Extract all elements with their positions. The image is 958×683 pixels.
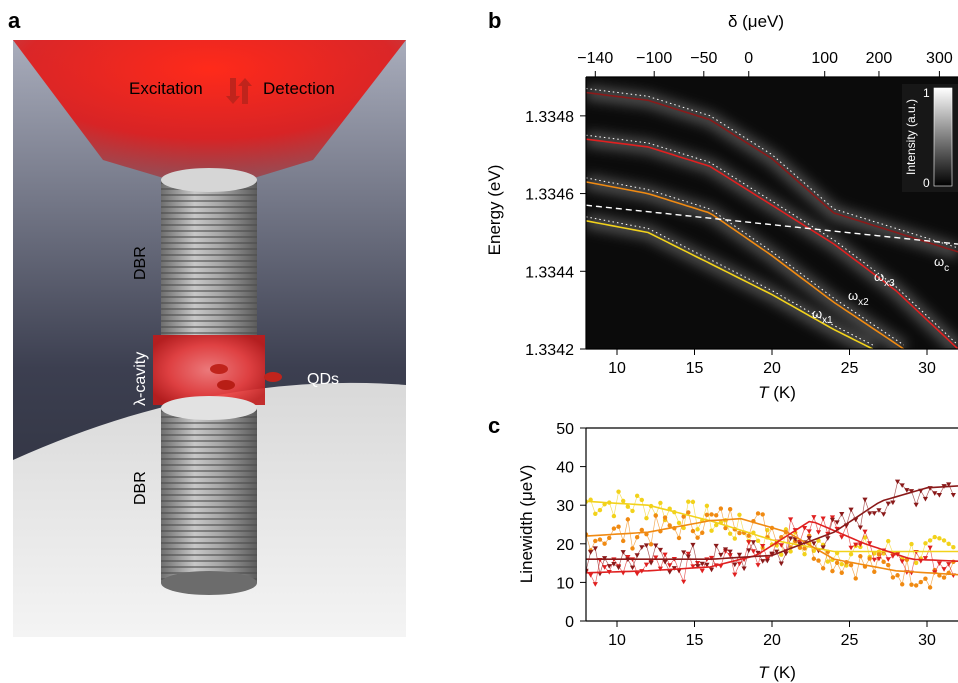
micropillar-schematic: Excitation Detection DBR λ-cavity QDs DB… (13, 40, 406, 637)
data-connector-line (586, 507, 954, 589)
colorbar-inset: Intensity (a.u.) 1 0 (902, 84, 958, 192)
mode-label-wx3: ωx3 (874, 269, 895, 289)
linewidth-fit-line (586, 520, 958, 574)
panel-b-top-ticks: −140 −100 −50 0 100 200 300 (577, 50, 953, 77)
panel-c-x-ticks: 10 15 20 25 30 (608, 621, 936, 649)
x-tick-label: 20 (763, 632, 781, 649)
top-tick-label: −100 (636, 50, 672, 67)
y-tick-label: 1.3342 (525, 342, 574, 359)
panel-b-y-ticks: 1.3348 1.3346 1.3344 1.3342 (525, 109, 586, 359)
mode-label-wx2: ωx2 (848, 288, 869, 308)
panel-b-x-axis-title: T (K) (758, 383, 796, 402)
top-tick-label: 100 (811, 50, 838, 67)
y-tick-label: 1.3348 (525, 109, 574, 126)
polariton-branch-line (586, 181, 905, 349)
polariton-branch-line (586, 138, 958, 349)
excitation-detection-arrows-icon (226, 78, 252, 104)
micropillar-illustration: Excitation Detection DBR λ-cavity QDs DB… (13, 40, 406, 637)
mode-label-wc: ωc (934, 254, 949, 274)
cavity-label: λ-cavity (132, 352, 149, 406)
detuning-axis-title: δ (μeV) (728, 12, 784, 31)
linewidth-series (586, 479, 958, 590)
x-tick-label: 10 (608, 632, 626, 649)
uncoupled-dotted-line (586, 134, 958, 346)
colorbar-min: 0 (923, 176, 930, 190)
dbr-top-label: DBR (132, 246, 149, 280)
energy-axis-title: Energy (eV) (485, 165, 504, 256)
detection-label: Detection (263, 79, 335, 98)
panel-b-x-ticks: 10 15 20 25 30 (608, 349, 936, 377)
polariton-branch-line (586, 91, 958, 253)
x-tick-label: 30 (918, 360, 936, 377)
colorbar-max: 1 (923, 86, 930, 100)
x-tick-label: 25 (841, 632, 859, 649)
x-tick-label: 25 (841, 360, 859, 377)
panel-c-x-axis-title: T (K) (758, 663, 796, 682)
panel-letter-c: c (488, 413, 501, 438)
qds-label: QDs (307, 371, 339, 388)
linewidth-fit-line (586, 500, 958, 553)
linewidth-fit-line (586, 485, 958, 560)
dbr-bottom-label: DBR (132, 471, 149, 505)
top-tick-label: 0 (744, 50, 753, 67)
excitation-label: Excitation (129, 79, 203, 98)
y-tick-label: 0 (565, 614, 574, 631)
top-tick-label: −50 (690, 50, 717, 67)
colorbar-label: Intensity (a.u.) (904, 99, 918, 175)
x-tick-label: 15 (686, 360, 704, 377)
top-tick-label: 300 (926, 50, 953, 67)
panel-letter-a: a (8, 8, 21, 33)
uncoupled-dotted-line (586, 216, 874, 346)
y-tick-label: 10 (556, 575, 574, 592)
x-tick-label: 20 (763, 360, 781, 377)
y-tick-label: 1.3346 (525, 187, 574, 204)
polariton-branch-line (586, 220, 874, 349)
panel-letter-b: b (488, 8, 502, 33)
data-connector-line (586, 480, 954, 574)
y-tick-label: 50 (556, 421, 574, 438)
x-tick-label: 10 (608, 360, 626, 377)
x-tick-label: 30 (918, 632, 936, 649)
spectrum-series (586, 88, 958, 349)
top-tick-label: 200 (866, 50, 893, 67)
y-tick-label: 1.3344 (525, 264, 574, 281)
data-point (586, 568, 589, 574)
data-point (950, 492, 956, 498)
linewidth-axis-title: Linewidth (μeV) (517, 465, 536, 583)
x-tick-label: 15 (686, 632, 704, 649)
cavity-mode-line (586, 204, 958, 245)
top-tick-label: −140 (577, 50, 613, 67)
mode-label-wx1: ωx1 (812, 306, 833, 326)
y-tick-label: 40 (556, 460, 574, 477)
linewidth-fit-line (586, 517, 958, 576)
y-tick-label: 20 (556, 537, 574, 554)
panel-c-y-ticks: 0 10 20 30 40 50 (556, 421, 586, 631)
y-tick-label: 30 (556, 498, 574, 515)
